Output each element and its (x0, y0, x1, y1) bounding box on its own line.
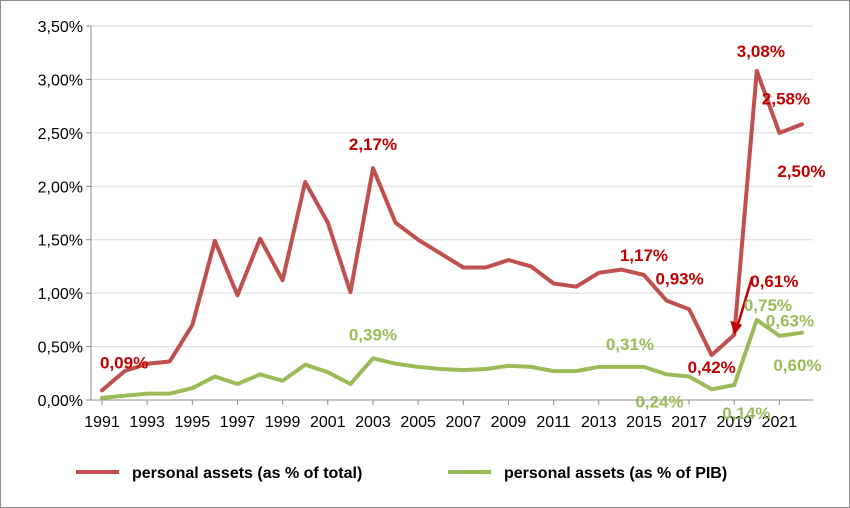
legend-label-pib: personal assets (as % of PIB) (504, 465, 727, 482)
data-label: 0,14% (722, 404, 770, 423)
x-tick-label: 2005 (400, 414, 436, 431)
series-line-total (100, 68, 804, 393)
legend-item-total: personal assets (as % of total) (76, 465, 362, 482)
x-tick-label: 2003 (355, 414, 391, 431)
x-tick-label: 2011 (536, 414, 571, 431)
x-axis-ticks: 1991 1993 1995 1997 1999 2001 2003 2005 2007 2009… (84, 400, 797, 431)
legend-item-pib: personal assets (as % of PIB) (448, 465, 727, 482)
y-tick-label: 2,00% (38, 179, 83, 196)
x-tick-label: 2021 (762, 414, 798, 431)
x-tick-label: 1991 (84, 414, 120, 431)
annotation-arrow (730, 276, 754, 335)
x-tick-label: 2015 (626, 414, 662, 431)
y-tick-label: 0,00% (38, 393, 83, 410)
data-label: 2,50% (777, 162, 825, 181)
x-tick-label: 1999 (265, 414, 301, 431)
series-lines (100, 68, 804, 400)
gridlines (91, 25, 813, 348)
data-label: 1,17% (620, 246, 668, 265)
legend-label-total: personal assets (as % of total) (132, 465, 362, 482)
x-tick-label: 2013 (581, 414, 617, 431)
arrow-shaft (736, 276, 754, 328)
x-tick-label: 2001 (310, 414, 346, 431)
data-label: 0,60% (773, 356, 821, 375)
data-label: 0,93% (656, 270, 704, 289)
legend: personal assets (as % of total) personal… (76, 465, 727, 482)
data-label: 0,61% (750, 272, 798, 291)
axes (90, 26, 813, 401)
data-label: 0,39% (349, 325, 397, 344)
y-axis-ticks: 0,00% 0,50% 1,00% 1,50% 2,00% 2,50% 3,00% 3,50% (38, 19, 91, 410)
y-tick-label: 2,50% (38, 126, 83, 143)
data-label: 3,08% (737, 42, 785, 61)
series-line-pib (100, 317, 804, 400)
data-label: 0,24% (635, 392, 683, 411)
data-label: 0,31% (606, 335, 654, 354)
data-label: 0,75% (744, 296, 792, 315)
data-label: 2,58% (762, 89, 810, 108)
data-label: 0,63% (766, 312, 814, 331)
x-tick-label: 2019 (716, 414, 752, 431)
data-labels: 0,09% 2,17% 1,17% 0,93% 0,42% 0,61% 3,08% 2,50%… (100, 42, 826, 423)
x-tick-label: 1997 (220, 414, 256, 431)
y-tick-label: 3,50% (38, 19, 83, 36)
data-label: 0,09% (100, 353, 148, 372)
x-tick-label: 2007 (445, 414, 481, 431)
y-tick-label: 3,00% (38, 72, 83, 89)
arrow-head (730, 320, 743, 335)
x-tick-label: 1995 (175, 414, 211, 431)
data-label: 2,17% (349, 135, 397, 154)
x-tick-label: 2009 (491, 414, 527, 431)
y-tick-label: 1,00% (38, 286, 83, 303)
x-tick-label: 1993 (129, 414, 165, 431)
data-label: 0,42% (688, 358, 736, 377)
y-tick-label: 0,50% (38, 340, 83, 357)
x-tick-label: 2017 (671, 414, 707, 431)
y-tick-label: 1,50% (38, 233, 83, 250)
